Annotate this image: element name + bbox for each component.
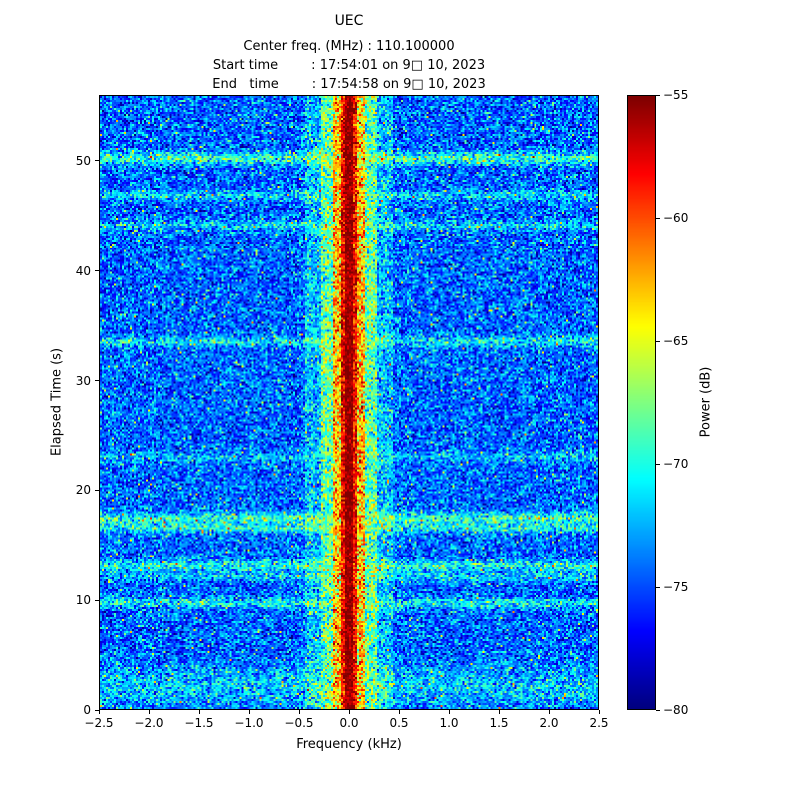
colorbar-tick-label: −60 bbox=[663, 211, 689, 225]
colorbar-tick-label: −70 bbox=[663, 457, 689, 471]
x-tick-mark bbox=[148, 710, 150, 714]
info-end-time: End time : 17:54:58 on 9□ 10, 2023 bbox=[212, 77, 486, 92]
y-tick-mark bbox=[95, 709, 99, 711]
y-tick-mark bbox=[95, 599, 99, 601]
colorbar-tick-mark bbox=[656, 586, 660, 588]
x-tick-mark bbox=[498, 710, 500, 714]
colorbar-tick-label: −55 bbox=[663, 88, 689, 102]
y-tick-label: 50 bbox=[75, 153, 91, 168]
x-tick-label: 2.0 bbox=[539, 716, 559, 730]
chart-title: UEC bbox=[334, 13, 364, 29]
x-tick-label: −2.5 bbox=[84, 716, 114, 730]
x-tick-mark bbox=[548, 710, 550, 714]
x-tick-mark bbox=[598, 710, 600, 714]
info-start-time: Start time : 17:54:01 on 9□ 10, 2023 bbox=[212, 58, 486, 73]
y-tick-label: 30 bbox=[75, 373, 91, 388]
x-tick-mark bbox=[248, 710, 250, 714]
x-tick-label: −0.5 bbox=[284, 716, 314, 730]
x-tick-mark bbox=[298, 710, 300, 714]
x-tick-mark bbox=[98, 710, 100, 714]
x-tick-label: −1.5 bbox=[184, 716, 214, 730]
x-tick-label: −2.0 bbox=[134, 716, 164, 730]
y-axis-label: Elapsed Time (s) bbox=[49, 347, 65, 457]
colorbar bbox=[627, 95, 656, 710]
info-center-freq: Center freq. (MHz) : 110.100000 bbox=[243, 39, 455, 54]
x-tick-label: 0.0 bbox=[339, 716, 359, 730]
y-tick-label: 10 bbox=[75, 593, 91, 608]
y-tick-mark bbox=[95, 489, 99, 491]
y-tick-mark bbox=[95, 270, 99, 272]
colorbar-tick-mark bbox=[656, 709, 660, 711]
colorbar-tick-mark bbox=[656, 340, 660, 342]
x-tick-label: 1.0 bbox=[439, 716, 459, 730]
chart-info-block: Center freq. (MHz) : 110.100000 Start ti… bbox=[99, 37, 599, 94]
colorbar-tick-mark bbox=[656, 94, 660, 96]
colorbar-tick-label: −80 bbox=[663, 703, 689, 717]
plot-area bbox=[99, 95, 599, 710]
y-tick-mark bbox=[95, 160, 99, 162]
x-tick-mark bbox=[198, 710, 200, 714]
x-tick-label: −1.0 bbox=[234, 716, 264, 730]
y-tick-label: 0 bbox=[83, 703, 91, 717]
colorbar-tick-mark bbox=[656, 217, 660, 219]
y-tick-label: 20 bbox=[75, 483, 91, 498]
colorbar-tick-mark bbox=[656, 463, 660, 465]
y-tick-label: 40 bbox=[75, 263, 91, 278]
colorbar-canvas bbox=[628, 96, 655, 709]
colorbar-tick-label: −65 bbox=[663, 334, 689, 348]
y-tick-mark bbox=[95, 380, 99, 382]
colorbar-label: Power (dB) bbox=[698, 366, 714, 438]
x-tick-label: 1.5 bbox=[489, 716, 509, 730]
spectrogram-canvas bbox=[100, 96, 598, 709]
x-axis-label: Frequency (kHz) bbox=[296, 737, 402, 752]
x-tick-label: 2.5 bbox=[589, 716, 609, 730]
x-tick-mark bbox=[448, 710, 450, 714]
x-tick-mark bbox=[398, 710, 400, 714]
colorbar-tick-label: −75 bbox=[663, 580, 689, 594]
x-tick-label: 0.5 bbox=[389, 716, 409, 730]
x-tick-mark bbox=[348, 710, 350, 714]
